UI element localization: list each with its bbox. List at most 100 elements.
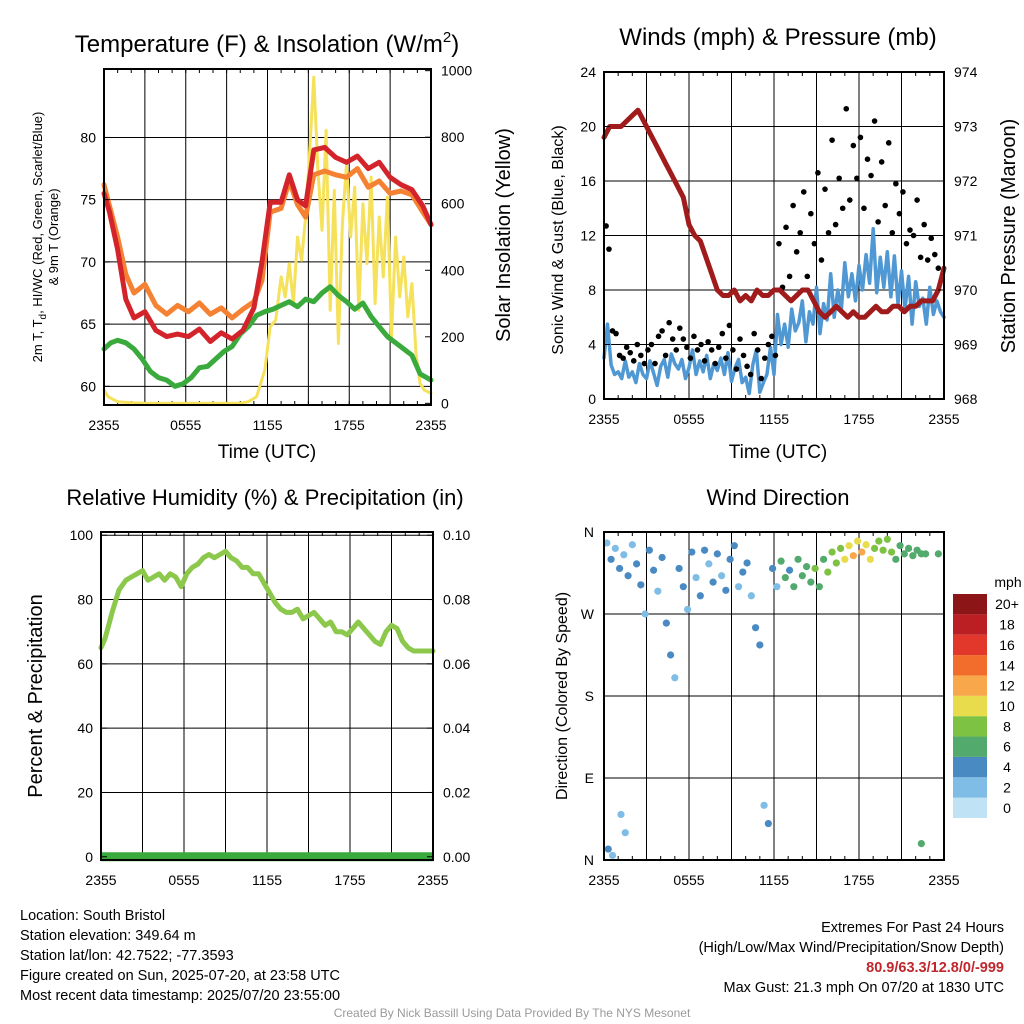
gust-point: [698, 341, 704, 348]
dir-point: [760, 801, 768, 809]
colorbar-swatch: [953, 614, 987, 635]
credit-line: Created By Nick Bassill Using Data Provi…: [333, 1006, 691, 1020]
colorbar-swatch: [953, 655, 987, 676]
dir-point: [773, 583, 781, 591]
dir-point: [620, 551, 628, 559]
gust-point: [875, 219, 881, 225]
dir-point: [637, 581, 645, 589]
gust-point: [931, 251, 938, 258]
dir-point: [887, 548, 896, 556]
temp-frame: [103, 68, 432, 406]
insolation-ytick-label: 800: [441, 129, 465, 145]
dir-point: [921, 550, 930, 558]
colorbar-label: 2: [1003, 779, 1011, 795]
gust-point: [765, 341, 772, 348]
wind-ytick-label: 0: [588, 391, 596, 407]
pressure-ytick-label: 970: [954, 282, 978, 298]
dir-ytick-label: N: [584, 524, 594, 540]
gust-point: [786, 273, 793, 280]
station-elevation: Station elevation: 349.64 m: [20, 928, 196, 944]
temp-ytick-label: 70: [80, 254, 96, 270]
rh-xtick-label: 2355: [417, 872, 448, 888]
insolation-ytick-label: 600: [441, 196, 465, 212]
gust-point: [669, 336, 676, 342]
temp-ylabel-2: & 9m T (Orange): [46, 188, 61, 285]
temp-ytick-label: 80: [80, 129, 96, 145]
rh-xtick-label: 1755: [334, 872, 365, 888]
wind-title: Winds (mph) & Pressure (mb): [619, 24, 936, 51]
dir-point: [790, 583, 798, 591]
dir-xtick-label: 2355: [928, 872, 959, 888]
gust-point: [694, 347, 701, 353]
dir-xtick-label: 1755: [843, 872, 874, 888]
insolation-ytick-label: 0: [441, 395, 449, 411]
colorbar-label: 6: [1003, 739, 1011, 755]
dir-point: [798, 572, 806, 580]
precip-ytick-label: 0.10: [443, 527, 470, 543]
dir-point: [658, 553, 666, 562]
colorbar-label: 0: [1003, 800, 1011, 816]
gust-point: [907, 227, 913, 233]
gust-point: [737, 336, 743, 342]
wind-ytick-label: 16: [580, 173, 596, 189]
gust-point: [914, 197, 920, 203]
dir-point: [615, 564, 624, 573]
colorbar-label: 14: [999, 657, 1015, 673]
dir-point: [608, 851, 617, 860]
temp-title-main: Temperature (F) & Insolation (W/m: [75, 31, 443, 58]
dir-point: [730, 542, 738, 550]
dir-point: [862, 541, 870, 549]
colorbar-swatch: [953, 756, 987, 778]
gust-point: [751, 330, 757, 337]
gust-point: [630, 358, 637, 364]
temp-title-end: ): [451, 31, 459, 58]
extremes-info: Extremes For Past 24 Hours (High/Low/Max…: [699, 918, 1004, 998]
dir-point: [879, 546, 887, 554]
temp-ytick-label: 60: [80, 378, 96, 394]
colorbar-label: 4: [1003, 759, 1011, 775]
gust-point: [924, 257, 931, 263]
pressure-line: [601, 107, 947, 320]
dir-point: [607, 555, 615, 563]
extremes-values: 80.9/63.3/12.8/0/-999: [866, 960, 1004, 976]
gust-point: [740, 352, 747, 359]
temp-xtick-label: 2355: [415, 417, 446, 433]
pressure-ytick-label: 971: [954, 228, 978, 244]
insolation-ytick-label: 400: [441, 262, 465, 278]
dir-point: [671, 674, 679, 682]
dir-point: [611, 544, 619, 553]
colorbar-swatch: [953, 716, 987, 737]
gust-point: [712, 360, 719, 367]
dir-point: [756, 641, 764, 649]
temp-title: Temperature (F) & Insolation (W/m2): [75, 29, 459, 58]
dir-point: [832, 559, 840, 567]
dir-point: [700, 546, 709, 554]
rh-ytick-label: 0: [85, 849, 93, 865]
wind-ylabel: Sonic Wind & Gust (Blue, Black): [550, 125, 567, 354]
gust-point: [606, 246, 612, 252]
gust-point: [620, 355, 626, 361]
dir-ylabel: Direction (Colored By Speed): [554, 592, 571, 800]
precip-ytick-label: 0.08: [443, 592, 470, 608]
rh-title: Relative Humidity (%) & Precipitation (i…: [66, 485, 463, 510]
wind-ytick-label: 12: [580, 228, 596, 244]
temp-ylabel-a: 2m T, T: [30, 319, 45, 362]
rh-xtick-label: 0555: [168, 872, 199, 888]
gust-point: [744, 363, 750, 370]
gust-point: [627, 349, 634, 356]
gust-point: [776, 240, 782, 247]
gust-point: [680, 336, 687, 342]
gust-point: [878, 159, 885, 165]
station-latlon: Station lat/lon: 42.7522; -77.3593: [20, 948, 234, 964]
dir-point: [807, 578, 815, 586]
dir-point: [828, 548, 836, 556]
gust-point: [655, 333, 662, 340]
dir-point: [751, 624, 760, 632]
precip-ytick-label: 0.02: [443, 784, 470, 800]
dir-point: [824, 568, 832, 576]
wind-ytick-label: 20: [580, 119, 596, 135]
dir-point: [858, 548, 866, 556]
colorbar-title: mph: [994, 574, 1021, 590]
pressure-ytick-label: 974: [954, 64, 978, 80]
